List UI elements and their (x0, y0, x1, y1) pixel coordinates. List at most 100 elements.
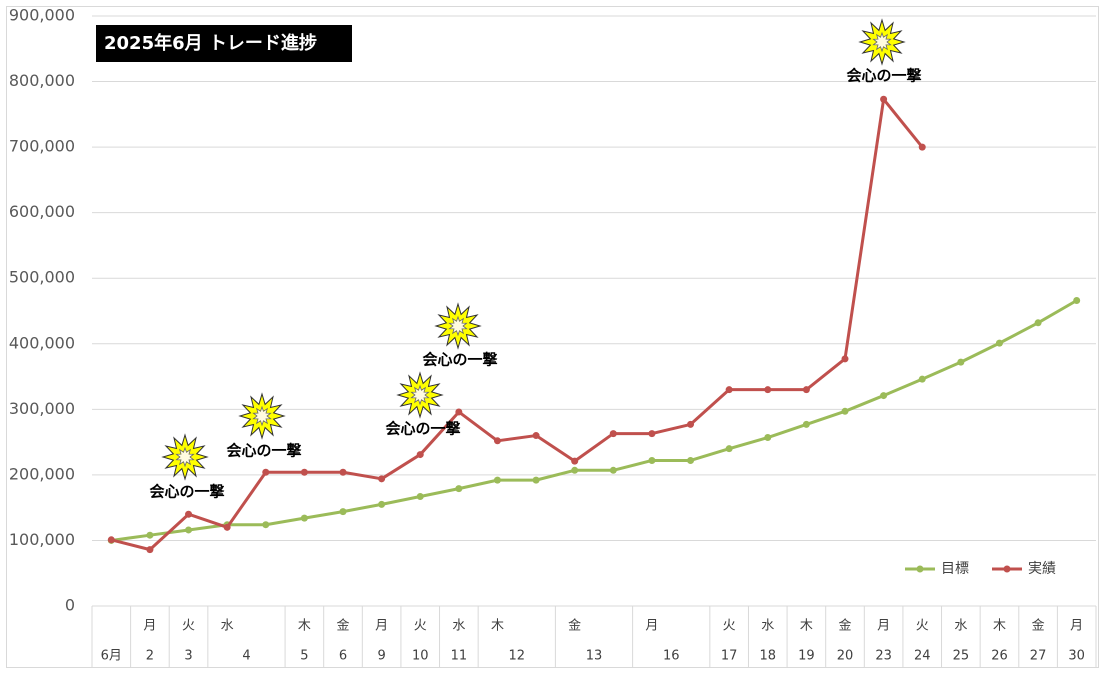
day-label: 5 (300, 649, 308, 664)
point-marker (609, 430, 617, 438)
point-marker (416, 493, 424, 501)
point-marker (262, 468, 270, 476)
x-axis: 6月月2火3水4木5金6月9火10水11木12金13月16火17水18木19金2… (91, 606, 1097, 668)
legend-label: 目標 (941, 561, 969, 577)
day-label: 30 (1068, 649, 1085, 664)
point-marker (339, 508, 347, 516)
weekday-label: 木 (993, 619, 1006, 634)
weekday-label: 月 (645, 619, 658, 634)
point-marker (725, 445, 733, 453)
y-tick-label: 700,000 (9, 137, 75, 156)
day-label: 17 (721, 649, 738, 664)
weekday-label: 月 (375, 619, 388, 634)
day-label: 13 (586, 649, 603, 664)
y-tick-label: 400,000 (9, 333, 75, 352)
weekday-label: 金 (838, 618, 851, 634)
point-marker (957, 358, 965, 366)
day-label: 10 (412, 649, 429, 664)
y-tick-label: 0 (65, 596, 75, 615)
point-marker (493, 437, 501, 445)
point-marker (532, 476, 540, 484)
point-marker (880, 95, 888, 103)
point-marker (532, 432, 540, 440)
weekday-label: 水 (452, 619, 465, 634)
starburst-core (410, 384, 430, 406)
point-marker (648, 456, 656, 464)
point-marker (648, 430, 656, 438)
point-marker (107, 536, 115, 544)
day-label: 26 (991, 649, 1008, 664)
point-marker (571, 466, 579, 474)
point-marker (146, 531, 154, 539)
point-marker (687, 420, 695, 428)
day-label: 3 (184, 649, 192, 664)
day-label: 24 (914, 649, 931, 664)
y-tick-label: 300,000 (9, 399, 75, 418)
point-marker (185, 526, 193, 534)
y-tick-label: 100,000 (9, 530, 75, 549)
point-marker (571, 457, 579, 465)
legend-marker (1003, 565, 1011, 573)
point-marker (802, 386, 810, 394)
point-marker (1034, 319, 1042, 327)
point-marker (300, 514, 308, 522)
point-marker (223, 523, 231, 531)
point-marker (455, 408, 463, 416)
weekday-label: 木 (298, 619, 311, 634)
point-marker (185, 510, 193, 518)
weekday-label: 月 (877, 619, 890, 634)
day-label: 6月 (101, 649, 122, 664)
day-label: 4 (242, 649, 250, 664)
weekday-label: 金 (568, 618, 581, 634)
point-marker (609, 466, 617, 474)
starburst-core (175, 446, 195, 468)
y-tick-label: 200,000 (9, 464, 75, 483)
point-marker (262, 521, 270, 529)
point-marker (146, 546, 154, 554)
day-label: 25 (953, 649, 970, 664)
point-marker (1073, 297, 1081, 305)
point-marker (339, 468, 347, 476)
point-marker (764, 434, 772, 442)
day-label: 19 (798, 649, 815, 664)
series-line (111, 299, 1078, 542)
point-marker (416, 451, 424, 459)
day-label: 6 (339, 649, 347, 664)
point-marker (493, 476, 501, 484)
day-label: 12 (508, 649, 525, 664)
weekday-label: 火 (916, 619, 929, 634)
point-marker (841, 355, 849, 363)
point-marker (378, 475, 386, 483)
lines: 目標 実績 (107, 95, 1081, 577)
legend-marker (916, 565, 924, 573)
weekday-label: 火 (414, 619, 427, 634)
point-marker (918, 375, 926, 383)
annotation: 会心の一撃 (149, 483, 224, 501)
day-label: 11 (451, 649, 468, 664)
chart-border (6, 6, 1099, 668)
point-marker (687, 456, 695, 464)
point-marker (880, 392, 888, 400)
y-tick-label: 500,000 (9, 268, 75, 287)
y-tick-label: 800,000 (9, 71, 75, 90)
day-label: 2 (146, 649, 154, 664)
weekday-label: 火 (723, 619, 736, 634)
point-marker (300, 468, 308, 476)
point-marker (764, 386, 772, 394)
title-box (96, 25, 352, 62)
weekday-label: 木 (491, 619, 504, 634)
starburst-core (872, 31, 892, 53)
point-marker (455, 485, 463, 493)
day-label: 23 (875, 649, 892, 664)
point-marker (378, 500, 386, 508)
weekday-label: 金 (336, 618, 349, 634)
day-label: 9 (377, 649, 385, 664)
starburst-core (252, 405, 272, 427)
weekday-label: 木 (800, 619, 813, 634)
day-label: 16 (663, 649, 680, 664)
y-tick-label: 600,000 (9, 202, 75, 221)
starburst-core (448, 315, 468, 337)
annotation: 会心の一撃 (226, 442, 301, 460)
